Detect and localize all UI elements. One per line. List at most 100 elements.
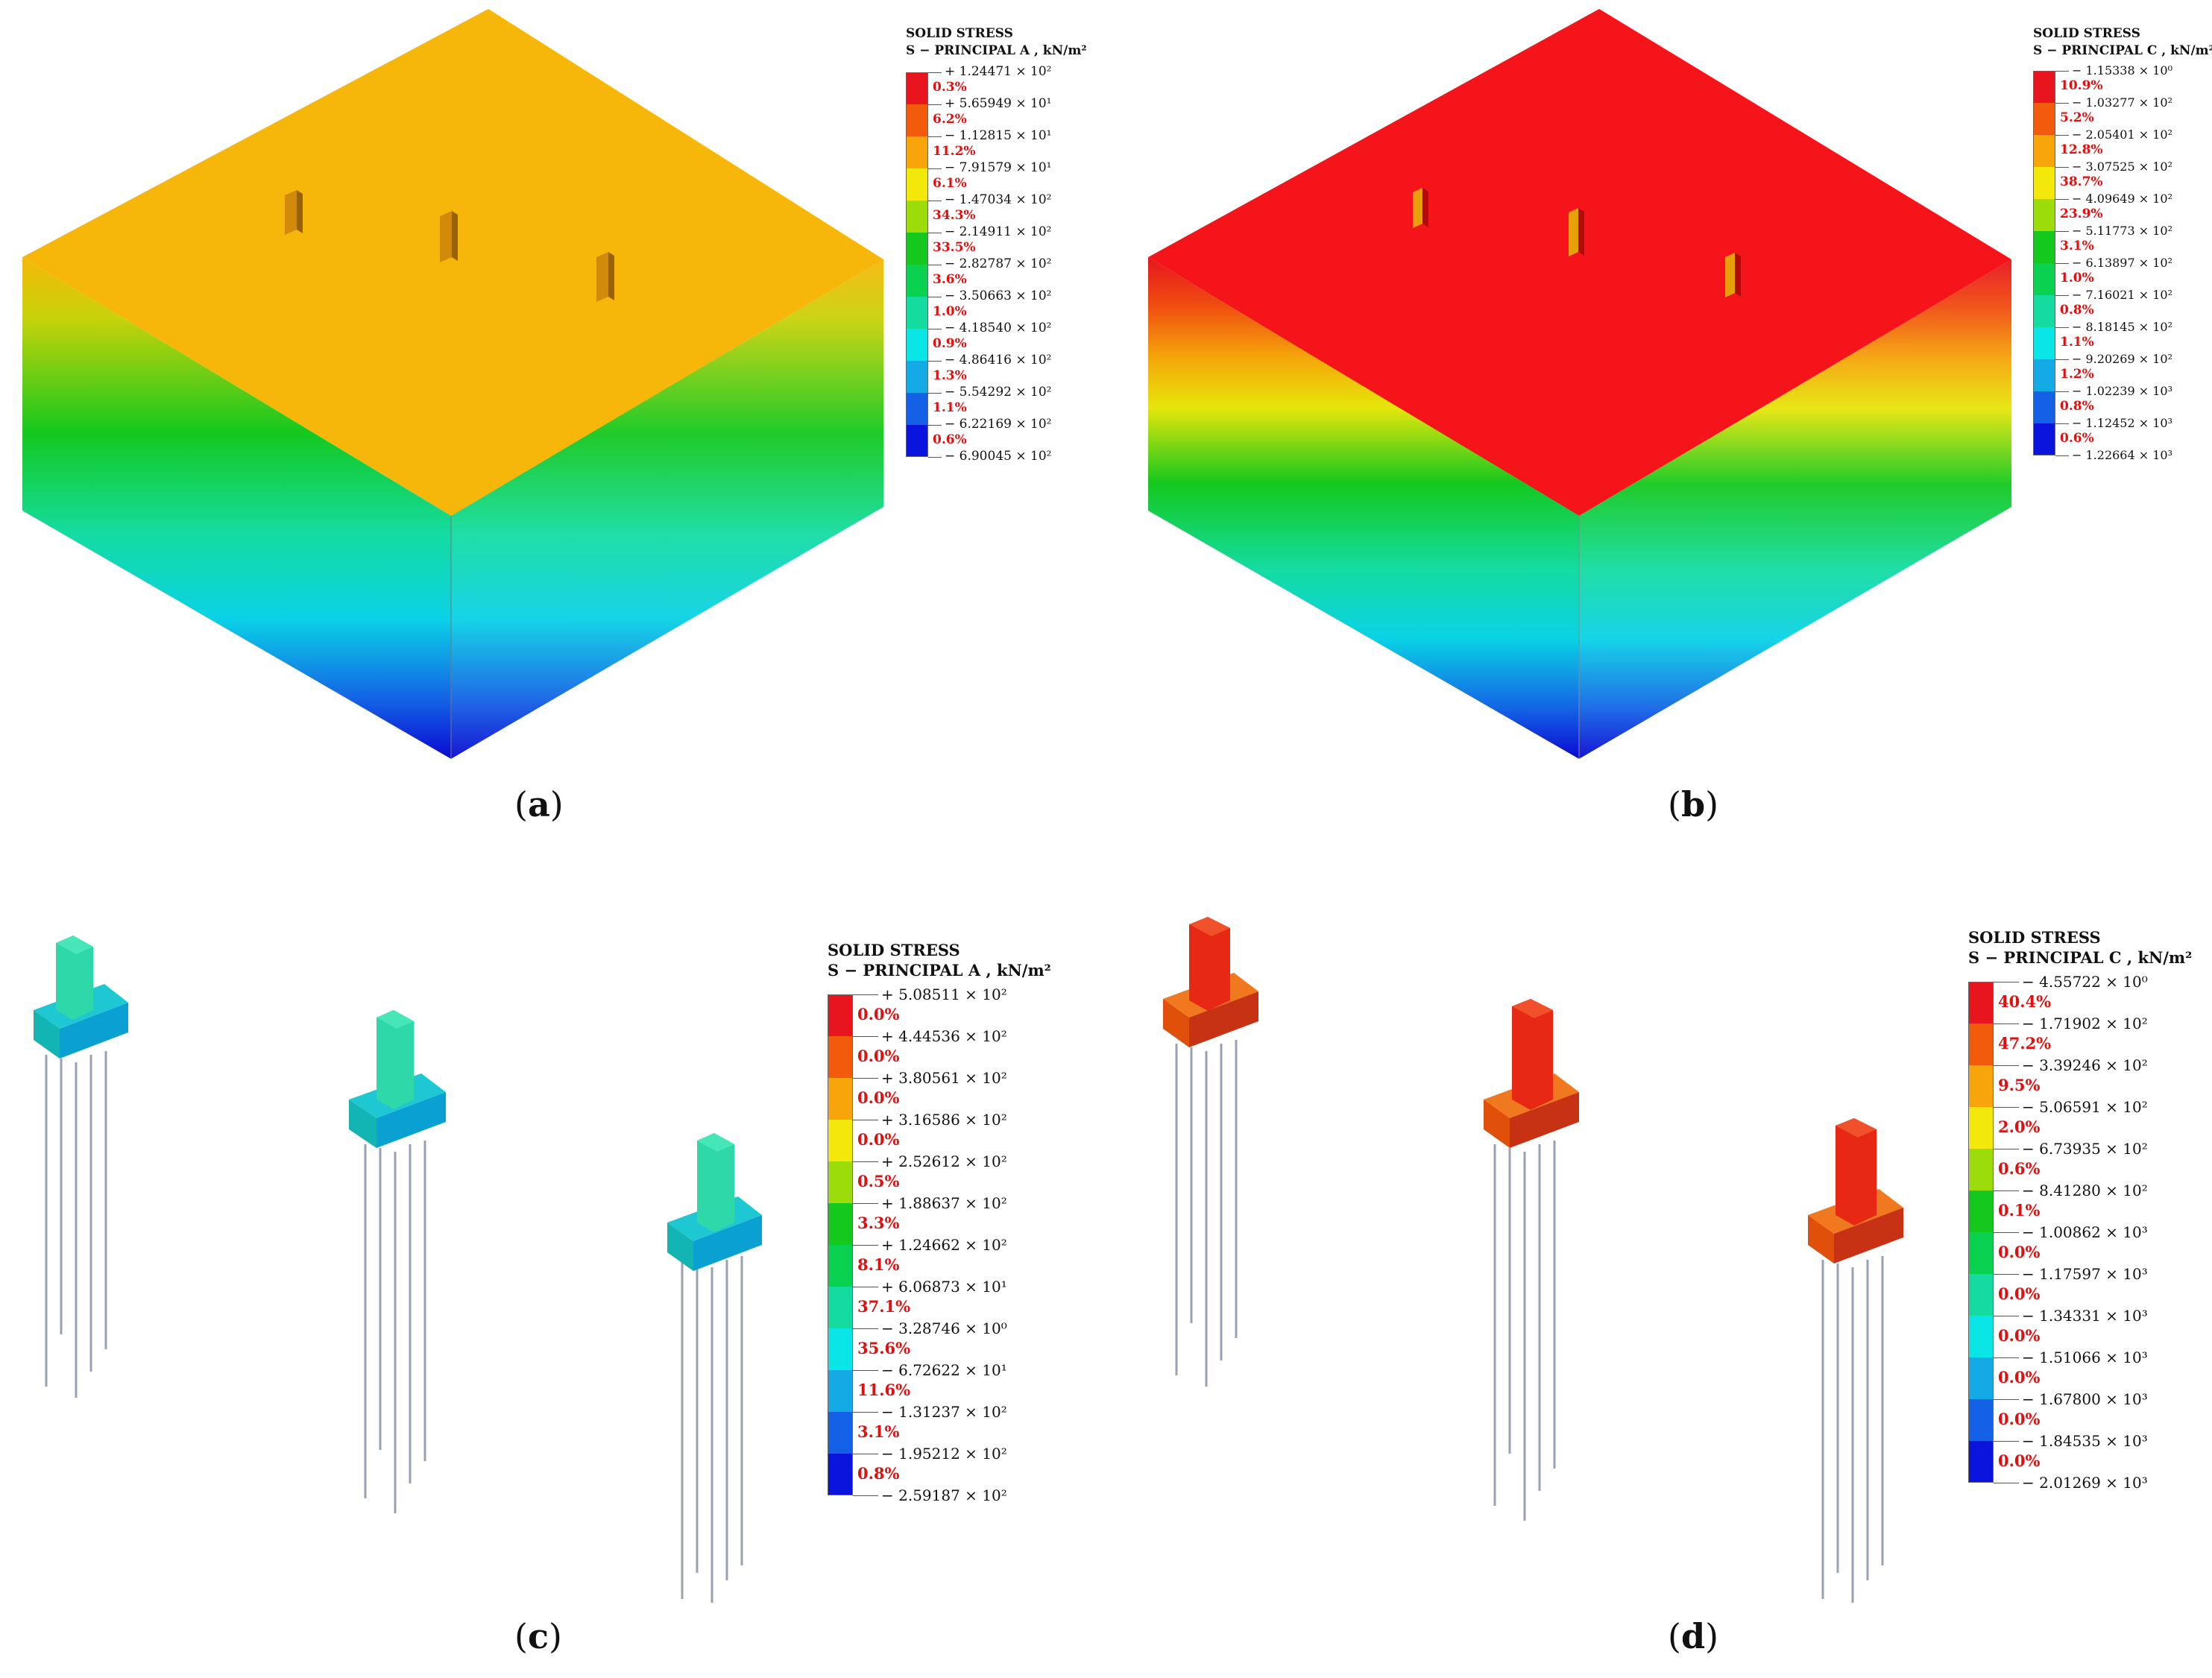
soil-block-model-b [1148, 9, 2011, 759]
legend-tick [928, 136, 942, 137]
legend-tick [928, 457, 942, 458]
block-left-face [1148, 257, 1579, 759]
legend-color-band [1968, 1399, 1994, 1441]
legend-percent: 40.4% [1998, 992, 2052, 1012]
legend-percent: 9.5% [1998, 1076, 2041, 1095]
legend-tick [2055, 103, 2069, 104]
legend-b: SOLID STRESS S − PRINCIPAL C , kN/m² 10.9%… [2033, 26, 2212, 488]
legend-title: SOLID STRESS [828, 941, 960, 959]
pier-group-3 [667, 1133, 762, 1603]
legend-value: − 3.39246 × 10² [2022, 1056, 2148, 1074]
legend-value: + 1.88637 × 10² [881, 1193, 1007, 1212]
legend-color-band [906, 136, 928, 168]
panel-b: (b) [1118, 0, 2212, 824]
legend-c: SOLID STRESS S − PRINCIPAL A , kN/m² 0.0% 0… [828, 941, 1096, 1522]
legend-tick [928, 425, 942, 426]
legend-color-band [828, 1412, 853, 1454]
panel-a: (a) [0, 0, 1103, 824]
legend-percent: 0.0% [1998, 1326, 2041, 1346]
legend-tick [928, 104, 942, 105]
legend-value: − 6.22169 × 10² [945, 417, 1052, 432]
legend-value: − 8.41280 × 10² [2022, 1181, 2148, 1199]
legend-value: − 1.12815 × 10¹ [945, 128, 1052, 144]
legend-color-band [1968, 1274, 1994, 1316]
legend-value: − 9.20269 × 10² [2072, 352, 2173, 367]
legend-color-band [1968, 1023, 1994, 1065]
legend-color-band [2033, 199, 2055, 231]
legend-percent: 47.2% [1998, 1034, 2052, 1053]
legend-color-band [828, 1287, 853, 1328]
legend-percent: 0.0% [857, 1047, 900, 1066]
legend-percent: 1.1% [933, 400, 967, 416]
legend-percent: 0.0% [857, 1130, 900, 1149]
legend-tick [1994, 1023, 2019, 1024]
legend-color-band [906, 201, 928, 233]
legend-tick [853, 1203, 878, 1204]
legend-percent: 10.9% [2060, 78, 2103, 94]
legend-value: − 6.90045 × 10² [945, 449, 1052, 464]
block-right-face [451, 259, 883, 759]
legend-percent: 0.6% [1998, 1159, 2041, 1179]
legend-color-band [1968, 1065, 1994, 1107]
legend-tick [853, 1328, 878, 1329]
legend-tick [853, 1036, 878, 1037]
legend-color-band [2033, 263, 2055, 295]
legend-value: − 1.22664 × 10³ [2072, 448, 2173, 463]
legend-value: − 1.67800 × 10³ [2022, 1390, 2148, 1408]
legend-value: + 5.08511 × 10² [881, 985, 1007, 1003]
pier-group-3 [1808, 1118, 1903, 1603]
legend-value: − 1.71902 × 10² [2022, 1014, 2148, 1032]
pier-stubs [1413, 188, 1741, 297]
legend-value: − 5.54292 × 10² [945, 385, 1052, 400]
legend-percent: 23.9% [2060, 206, 2103, 222]
legend-percent: 0.1% [1998, 1201, 2041, 1220]
legend-value: − 7.16021 × 10² [2072, 288, 2173, 303]
legend-tick [2055, 295, 2069, 296]
legend-percent: 0.0% [857, 1088, 900, 1108]
legend-percent: 38.7% [2060, 174, 2103, 190]
legend-color-band [1968, 982, 1994, 1023]
legend-tick [2055, 423, 2069, 424]
legend-percent: 0.5% [857, 1172, 900, 1191]
legend-color-band [2033, 327, 2055, 359]
legend-value: − 1.03277 × 10² [2072, 95, 2173, 110]
legend-value: + 5.65949 × 10¹ [945, 96, 1052, 112]
legend-bar-border [2033, 71, 2055, 455]
block-top-face [1148, 9, 2011, 516]
legend-percent: 0.0% [857, 1005, 900, 1024]
legend-tick [2055, 71, 2069, 72]
legend-percent: 3.6% [933, 272, 967, 288]
legend-percent: 6.1% [933, 176, 967, 192]
legend-value: − 1.34331 × 10³ [2022, 1306, 2148, 1325]
legend-tick [2055, 263, 2069, 264]
legend-color-band [1968, 1441, 1994, 1483]
legend-color-band [906, 168, 928, 201]
legend-bar-border [828, 994, 853, 1495]
legend-color-band [828, 1036, 853, 1078]
legend-value: − 5.11773 × 10² [2072, 224, 2173, 239]
legend-value: − 1.15338 × 10⁰ [2072, 63, 2173, 78]
legend-percent: 0.6% [933, 432, 967, 448]
legend-tick [928, 361, 942, 362]
legend-value: − 1.51066 × 10³ [2022, 1348, 2148, 1366]
legend-value: − 4.09649 × 10² [2072, 192, 2173, 206]
legend-color-band [828, 1245, 853, 1287]
legend-percent: 37.1% [857, 1297, 911, 1316]
legend-percent: 0.0% [1998, 1410, 2041, 1429]
legend-percent: 0.8% [857, 1464, 900, 1483]
soil-block-model-a [22, 9, 883, 759]
legend-tick [1994, 1399, 2019, 1400]
legend-percent: 3.1% [2060, 239, 2094, 254]
legend-color-band [2033, 359, 2055, 391]
legend-color-band [1968, 1357, 1994, 1399]
legend-tick [2055, 391, 2069, 392]
legend-value: − 7.91579 × 10¹ [945, 160, 1052, 176]
legend-value: − 3.28746 × 10⁰ [881, 1319, 1007, 1337]
legend-color-band [1968, 1190, 1994, 1232]
panel-d: (d) [1118, 857, 2212, 1678]
legend-subtitle: S − PRINCIPAL A , kN/m² [828, 961, 1051, 980]
legend-tick [1994, 1232, 2019, 1233]
legend-tick [853, 1078, 878, 1079]
legend-value: + 6.06873 × 10¹ [881, 1277, 1007, 1296]
legend-tick [853, 1495, 878, 1496]
